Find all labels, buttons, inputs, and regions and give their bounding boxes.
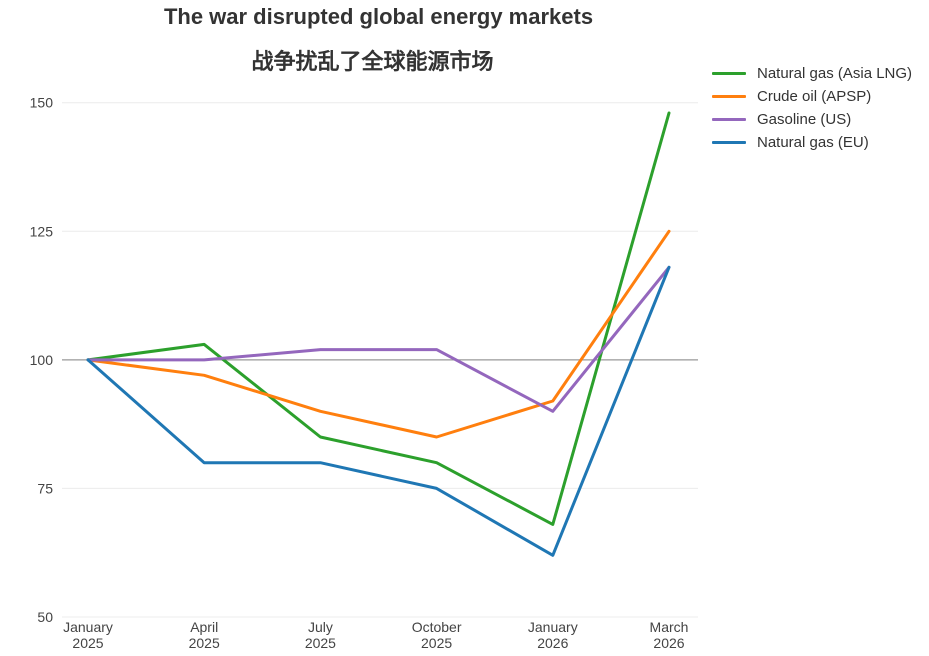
- x-tick-label: October 2025: [412, 619, 462, 651]
- legend-item: Gasoline (US): [712, 108, 912, 131]
- x-tick-label: January 2025: [63, 619, 113, 651]
- legend-swatch: [712, 72, 746, 75]
- grid-lines: [62, 102, 698, 618]
- x-tick-label-line: 2026: [653, 635, 684, 651]
- legend-label: Crude oil (APSP): [757, 88, 872, 105]
- legend-swatch: [712, 95, 746, 98]
- x-tick-label-line: 2026: [537, 635, 568, 651]
- series-line-natural-gas-eu: [86, 265, 671, 557]
- x-tick-label-line: April: [190, 619, 218, 635]
- x-tick-label-line: March: [650, 619, 689, 635]
- y-tick-label: 100: [30, 352, 54, 368]
- x-tick-label-line: January: [528, 619, 578, 635]
- series-line-gasoline-us: [86, 265, 671, 413]
- x-tick-label: March 2026: [650, 619, 689, 651]
- x-tick-label: January 2026: [528, 619, 578, 651]
- x-tick-label: April 2025: [189, 619, 220, 651]
- chart-title: The war disrupted global energy markets: [163, 4, 594, 29]
- legend-item: Natural gas (EU): [712, 131, 912, 154]
- y-tick-label: 125: [30, 223, 54, 239]
- legend-label: Natural gas (Asia LNG): [757, 65, 913, 82]
- y-tick-label: 50: [37, 609, 53, 625]
- x-tick-label-line: October: [412, 619, 462, 635]
- legend-label: Gasoline (US): [757, 111, 852, 128]
- legend-swatch: [712, 118, 746, 121]
- x-tick-label-line: 2025: [421, 635, 452, 651]
- x-tick-label-line: July: [308, 619, 333, 635]
- chart-subtitle: 战争扰乱了全球能源市场: [251, 50, 494, 75]
- x-tick-label-line: 2025: [189, 635, 220, 651]
- legend-item: Crude oil (APSP): [712, 85, 912, 108]
- series-line-crude-oil-apsp: [86, 229, 671, 439]
- legend-label: Natural gas (EU): [757, 134, 869, 151]
- x-tick-label-line: January: [63, 619, 113, 635]
- y-tick-label: 75: [37, 480, 53, 496]
- legend: Natural gas (Asia LNG) Crude oil (APSP) Ga…: [712, 62, 912, 154]
- x-tick-label: July 2025: [305, 619, 336, 651]
- series-line-natural-gas-asia-lng: [86, 111, 671, 526]
- y-axis-ticks: 50 75 100 125 150: [30, 95, 54, 625]
- legend-item: Natural gas (Asia LNG): [712, 62, 912, 85]
- x-tick-label-line: 2025: [305, 635, 336, 651]
- series-lines: [86, 111, 671, 557]
- x-tick-label-line: 2025: [72, 635, 103, 651]
- legend-swatch: [712, 141, 746, 144]
- y-tick-label: 150: [30, 95, 54, 111]
